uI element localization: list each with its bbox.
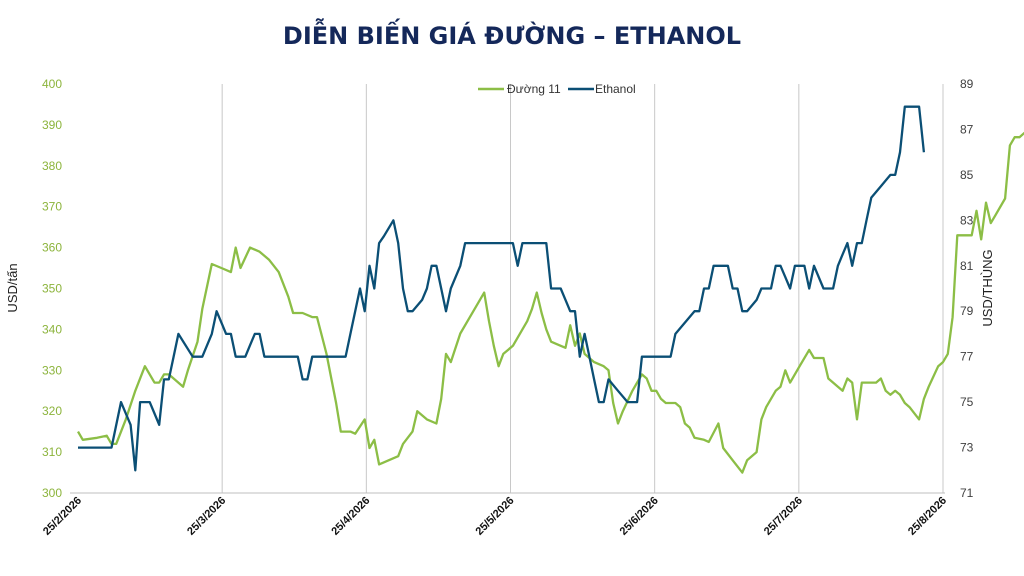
y-left-tick-label: 390 [42, 118, 62, 132]
x-tick-label: 25/2/2026 [41, 495, 84, 538]
y-left-tick-label: 310 [42, 445, 62, 459]
y-axis-left-ticks: 300 310 320 330 340 350 360 370 380 390 400 [42, 77, 62, 500]
y-left-tick-label: 350 [42, 282, 62, 296]
y-right-tick-label: 89 [960, 77, 974, 91]
y-left-tick-label: 320 [42, 404, 62, 418]
x-tick-label: 25/5/2026 [474, 495, 517, 538]
y-left-tick-label: 330 [42, 363, 62, 377]
x-tick-label: 25/4/2026 [329, 495, 372, 538]
y-right-tick-label: 83 [960, 213, 974, 227]
y-right-tick-label: 77 [960, 350, 974, 364]
y-right-tick-label: 71 [960, 486, 974, 500]
legend: Đường 11 Ethanol [478, 82, 636, 96]
legend-label-ethanol: Ethanol [595, 82, 636, 96]
x-tick-label: 25/7/2026 [762, 495, 805, 538]
y-left-tick-label: 370 [42, 200, 62, 214]
y-right-tick-label: 73 [960, 441, 974, 455]
chart-title: DIỄN BIẾN GIÁ ĐƯỜNG – ETHANOL [282, 22, 742, 50]
y-axis-right-ticks: 71 73 75 77 79 81 83 85 87 89 [960, 77, 974, 500]
x-axis-ticks: 25/2/2026 25/3/2026 25/4/2026 25/5/2026 25/6… [41, 495, 949, 538]
series-line-sugar [77, 131, 1024, 474]
y-left-tick-label: 380 [42, 159, 62, 173]
y-right-tick-label: 79 [960, 304, 974, 318]
series-lines [77, 105, 1024, 474]
y-right-tick-label: 87 [960, 122, 974, 136]
y-axis-right-label: USD/THÙNG [980, 249, 995, 326]
x-tick-label: 25/6/2026 [618, 495, 661, 538]
series-line-ethanol [78, 105, 926, 472]
y-left-tick-label: 360 [42, 241, 62, 255]
y-right-tick-label: 85 [960, 168, 974, 182]
x-tick-label: 25/3/2026 [185, 495, 228, 538]
x-tick-label: 25/8/2026 [906, 495, 949, 538]
y-left-tick-label: 400 [42, 77, 62, 91]
grid-lines [221, 84, 944, 493]
y-left-tick-label: 300 [42, 486, 62, 500]
legend-label-sugar: Đường 11 [507, 82, 561, 96]
y-left-tick-label: 340 [42, 322, 62, 336]
y-axis-left-label: USD/tấn [5, 263, 20, 312]
y-right-tick-label: 81 [960, 259, 974, 273]
y-right-tick-label: 75 [960, 395, 974, 409]
